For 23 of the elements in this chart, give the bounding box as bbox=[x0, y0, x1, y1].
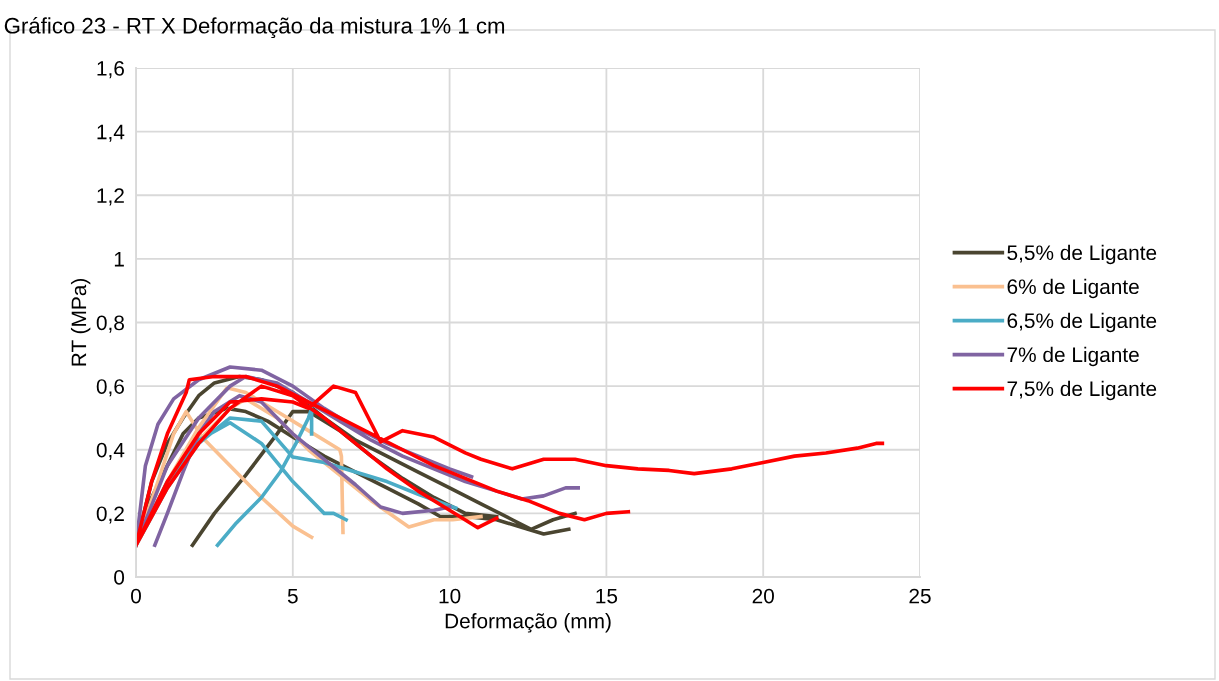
y-tick-label: 0 bbox=[114, 570, 125, 585]
x-tick-label: 15 bbox=[596, 588, 618, 604]
y-tick-label: 0,4 bbox=[96, 442, 125, 460]
y-tick-label: 0,2 bbox=[96, 506, 124, 524]
y-tick-label: 0,6 bbox=[96, 379, 124, 397]
chart-title: Gráfico 23 - RT X Deformação da mistura 1% 1 cm bbox=[4, 17, 505, 39]
x-tick-label: 10 bbox=[439, 588, 461, 604]
y-tick-label: 1,4 bbox=[97, 124, 125, 142]
x-tick-label: 0 bbox=[131, 588, 141, 604]
y-tick-label: 0,8 bbox=[96, 315, 124, 333]
legend-label: 5,5% de Ligante bbox=[1007, 244, 1157, 265]
y-tick-label: 1,6 bbox=[97, 61, 124, 79]
legend-label: 7,5% de Ligante bbox=[1007, 380, 1157, 401]
x-tick-label: 20 bbox=[752, 588, 774, 604]
y-axis-title: RT (MPa) bbox=[70, 279, 91, 366]
legend-label: 6% de Ligante bbox=[1007, 278, 1139, 299]
x-tick-label: 5 bbox=[287, 588, 298, 604]
y-tick-label: 1,2 bbox=[97, 188, 124, 206]
x-axis-title: Deformação (mm) bbox=[445, 613, 611, 633]
x-tick-label: 25 bbox=[909, 588, 931, 604]
y-tick-label: 1 bbox=[114, 252, 124, 267]
legend-label: 6,5% de Ligante bbox=[1007, 312, 1157, 333]
legend-label: 7% de Ligante bbox=[1007, 346, 1139, 367]
